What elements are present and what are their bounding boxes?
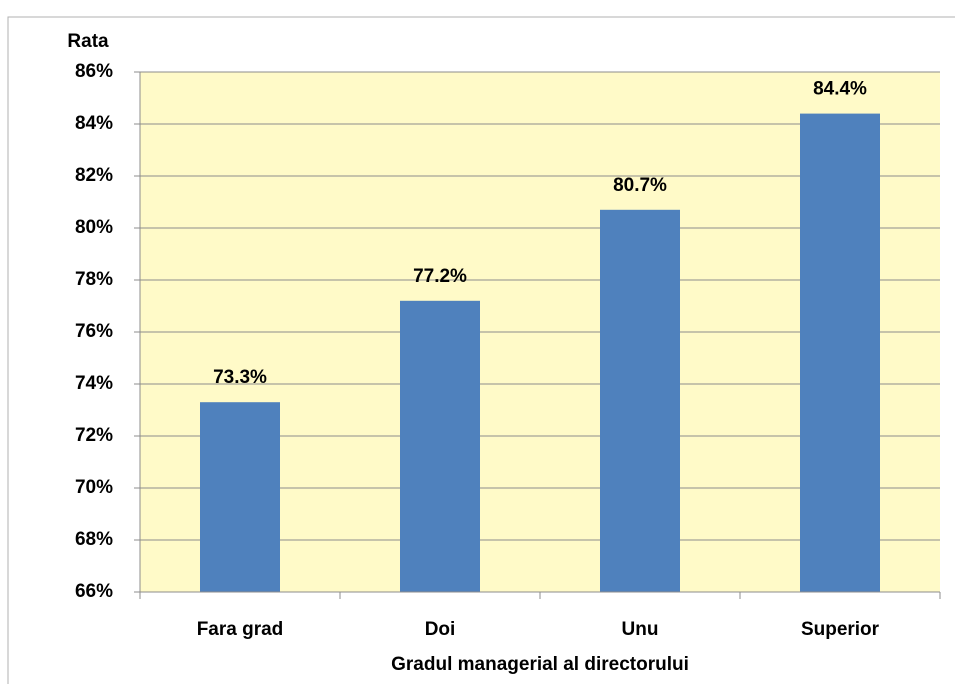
value-label: 80.7% — [613, 175, 667, 196]
x-tick-label: Doi — [425, 619, 456, 640]
bar — [400, 300, 480, 592]
y-tick-label: 86% — [75, 61, 113, 82]
y-tick-label: 76% — [75, 321, 113, 342]
chart-frame — [7, 16, 955, 684]
value-label: 77.2% — [413, 266, 467, 287]
value-label: 73.3% — [213, 367, 267, 388]
y-tick-label: 66% — [75, 581, 113, 602]
x-tick-label: Unu — [622, 619, 659, 640]
y-tick-label: 72% — [75, 425, 113, 446]
y-tick-label: 80% — [75, 217, 113, 238]
y-tick-label: 84% — [75, 113, 113, 134]
y-tick-label: 82% — [75, 165, 113, 186]
y-tick-label: 68% — [75, 529, 113, 550]
bar — [800, 113, 880, 592]
x-tick-label: Fara grad — [197, 619, 284, 640]
y-tick-label: 70% — [75, 477, 113, 498]
x-axis-title: Gradul managerial al directorului — [391, 654, 689, 675]
bar — [600, 209, 680, 593]
value-label: 84.4% — [813, 79, 867, 100]
bar — [200, 402, 280, 592]
y-tick-label: 74% — [75, 373, 113, 394]
x-tick-label: Superior — [801, 619, 880, 640]
y-tick-label: 78% — [75, 269, 113, 290]
y-axis-title: Rata — [67, 31, 109, 52]
